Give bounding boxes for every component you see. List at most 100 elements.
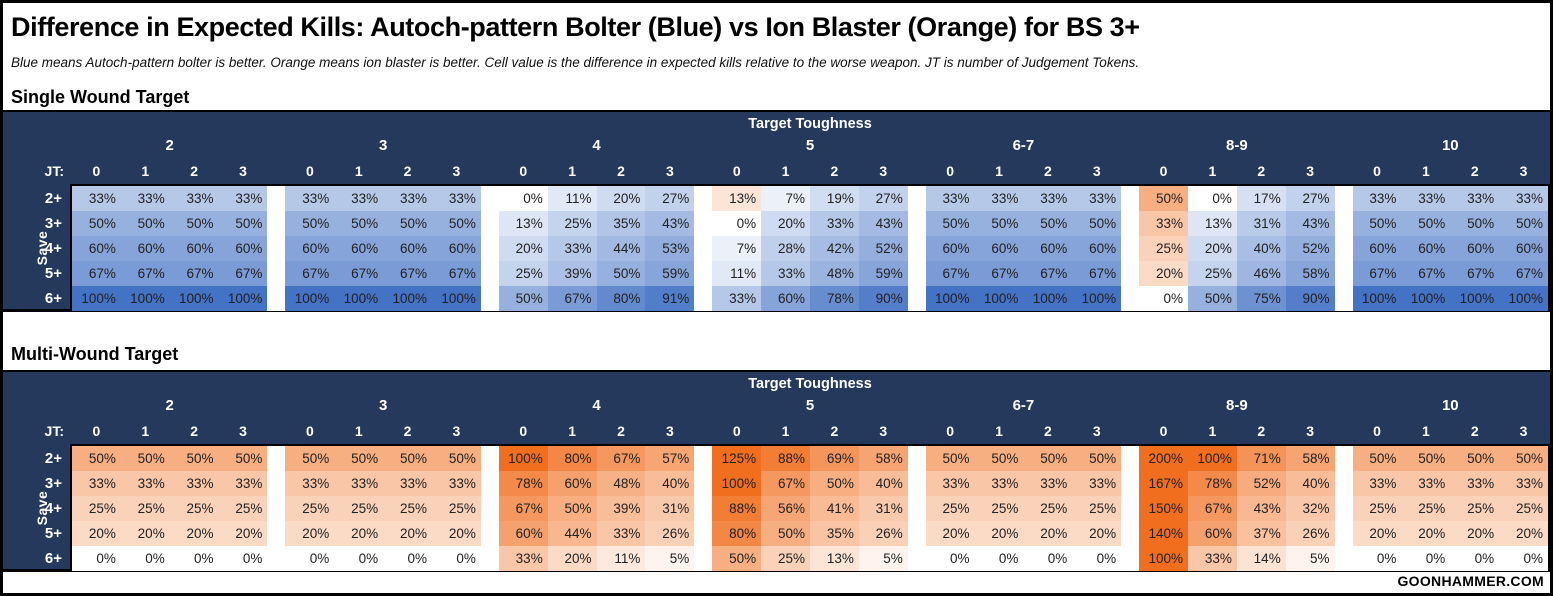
group-spacer bbox=[907, 211, 926, 236]
heatmap-cell: 0% bbox=[334, 546, 384, 571]
heatmap-cell: 25% bbox=[432, 496, 481, 521]
group-spacer bbox=[267, 286, 286, 311]
heatmap-cell: 31% bbox=[858, 496, 908, 521]
jt-column-label: 1 bbox=[1208, 423, 1217, 439]
heatmap-cell: 25% bbox=[1139, 236, 1188, 261]
heatmap-cell: 50% bbox=[120, 211, 170, 236]
jt-column-label: 1 bbox=[568, 163, 577, 179]
heatmap-cell: 67% bbox=[547, 286, 597, 311]
heatmap-cell: 88% bbox=[712, 496, 762, 521]
heatmap-cell: 33% bbox=[1072, 471, 1122, 496]
heatmap-cell: 33% bbox=[285, 471, 335, 496]
heatmap-cell: 20% bbox=[285, 521, 335, 546]
save-axis-title: Save bbox=[34, 230, 50, 266]
heatmap-cell: 43% bbox=[858, 211, 908, 236]
heatmap-cell: 67% bbox=[169, 261, 219, 286]
jt-column-label: 0 bbox=[1159, 163, 1168, 179]
jt-column-label: 3 bbox=[1519, 423, 1528, 439]
jt-column-label: 1 bbox=[354, 163, 363, 179]
heatmap-row: 33% 33% 33% 33% 33% 33% 33% 33% 0% 11% 20% 27% 13% 7%… bbox=[72, 186, 1548, 211]
heatmap-cell: 80% bbox=[596, 286, 646, 311]
heatmap-cell: 13% bbox=[1188, 211, 1237, 236]
heatmap-cell: 44% bbox=[596, 236, 646, 261]
heatmap-cell: 50% bbox=[285, 211, 335, 236]
heatmap-cell: 50% bbox=[218, 446, 268, 471]
heatmap-cell: 13% bbox=[712, 186, 762, 211]
toughness-group-label: 3 bbox=[378, 397, 388, 414]
heatmap-cell: 100% bbox=[498, 446, 548, 471]
group-spacer bbox=[267, 446, 286, 471]
jt-column-label: 2 bbox=[403, 163, 412, 179]
heatmap-row: 60% 60% 60% 60% 60% 60% 60% 60% 20% 33% 44% 53% 7% 28… bbox=[72, 236, 1548, 261]
title-block: Difference in Expected Kills: Autoch-pat… bbox=[3, 3, 1550, 71]
heatmap-row: 0% 0% 0% 0% 0% 0% 0% 0% 33% 20% 11% 5% 50% 25% 13% 5% 0%… bbox=[72, 546, 1548, 571]
heatmap-cell: 33% bbox=[169, 471, 219, 496]
heatmap-cell: 20% bbox=[498, 236, 548, 261]
heatmap-cell: 50% bbox=[169, 211, 219, 236]
heatmap-cell: 33% bbox=[761, 261, 810, 286]
save-axis: Save JT: 2+ 3+ 4+ 5+ 6+ bbox=[3, 372, 70, 569]
heatmap-grid: 50% 50% 50% 50% 50% 50% 50% 50% 100% 80% 67% 57% 125… bbox=[70, 444, 1550, 571]
jt-column-label: 0 bbox=[92, 163, 101, 179]
heatmap-cell: 60% bbox=[383, 236, 432, 261]
heatmap-cell: 60% bbox=[498, 521, 548, 546]
group-spacer bbox=[267, 261, 286, 286]
heatmap-cell: 26% bbox=[645, 521, 695, 546]
heatmap-cell: 40% bbox=[645, 471, 695, 496]
toughness-group-label: 6-7 bbox=[1012, 137, 1035, 154]
heatmap-cell: 50% bbox=[1352, 211, 1402, 236]
group-spacer bbox=[480, 186, 499, 211]
heatmap-cell: 33% bbox=[383, 186, 432, 211]
jt-column-label: 1 bbox=[1208, 163, 1217, 179]
heatmap-cell: 25% bbox=[925, 496, 975, 521]
save-row-label: 6+ bbox=[44, 290, 62, 307]
heatmap-cell: 60% bbox=[285, 236, 335, 261]
heatmap-cell: 33% bbox=[925, 471, 975, 496]
jt-column-label: 1 bbox=[141, 163, 150, 179]
heatmap-cell: 20% bbox=[1499, 521, 1548, 546]
heatmap-cell: 33% bbox=[169, 186, 219, 211]
heatmap-cell: 25% bbox=[498, 261, 548, 286]
jt-column-label: 0 bbox=[305, 423, 314, 439]
group-spacer bbox=[1334, 496, 1353, 521]
heatmap-cell: 67% bbox=[334, 261, 384, 286]
heatmap-cell: 20% bbox=[596, 186, 646, 211]
heatmap-cell: 60% bbox=[72, 236, 121, 261]
heatmap-cell: 67% bbox=[498, 496, 548, 521]
save-row-labels: 2+ 3+ 4+ 5+ 6+ bbox=[3, 184, 70, 311]
heatmap-cell: 67% bbox=[1499, 261, 1548, 286]
jt-column-label: 1 bbox=[995, 423, 1003, 439]
toughness-group-label: 6-7 bbox=[1012, 397, 1035, 414]
group-spacer bbox=[694, 261, 713, 286]
heatmap-cell: 35% bbox=[810, 521, 859, 546]
jt-column-label: 3 bbox=[1092, 163, 1101, 179]
group-spacer bbox=[267, 521, 286, 546]
jt-column-label: 3 bbox=[1092, 423, 1101, 439]
heatmap-cell: 50% bbox=[1072, 211, 1122, 236]
heatmap-cell: 50% bbox=[498, 286, 548, 311]
group-spacer bbox=[907, 286, 926, 311]
heatmap-cell: 52% bbox=[858, 236, 908, 261]
heatmap-cell: 25% bbox=[334, 496, 384, 521]
heatmap-cell: 67% bbox=[432, 261, 481, 286]
toughness-group-label: 3 bbox=[378, 137, 388, 154]
heatmap-cell: 59% bbox=[858, 261, 908, 286]
heatmap-cell: 53% bbox=[645, 236, 695, 261]
heatmap-cell: 20% bbox=[1023, 521, 1073, 546]
heatmap-cell: 44% bbox=[547, 521, 597, 546]
heatmap-row: 33% 33% 33% 33% 33% 33% 33% 33% 78% 60% 48% 40% 100%… bbox=[72, 471, 1548, 496]
group-spacer bbox=[1121, 446, 1140, 471]
group-spacer bbox=[1334, 186, 1353, 211]
heatmap-cell: 20% bbox=[72, 521, 121, 546]
heatmap-cell: 67% bbox=[120, 261, 170, 286]
heatmap-cell: 60% bbox=[1072, 236, 1122, 261]
heatmap-cell: 33% bbox=[1139, 211, 1188, 236]
heatmap-cell: 100% bbox=[1499, 286, 1548, 311]
jt-column-label: 0 bbox=[92, 423, 101, 439]
heatmap-cell: 50% bbox=[1188, 286, 1237, 311]
heatmap-cell: 100% bbox=[285, 286, 335, 311]
jt-column-label: 0 bbox=[946, 163, 955, 179]
heatmap-cell: 33% bbox=[1352, 471, 1402, 496]
